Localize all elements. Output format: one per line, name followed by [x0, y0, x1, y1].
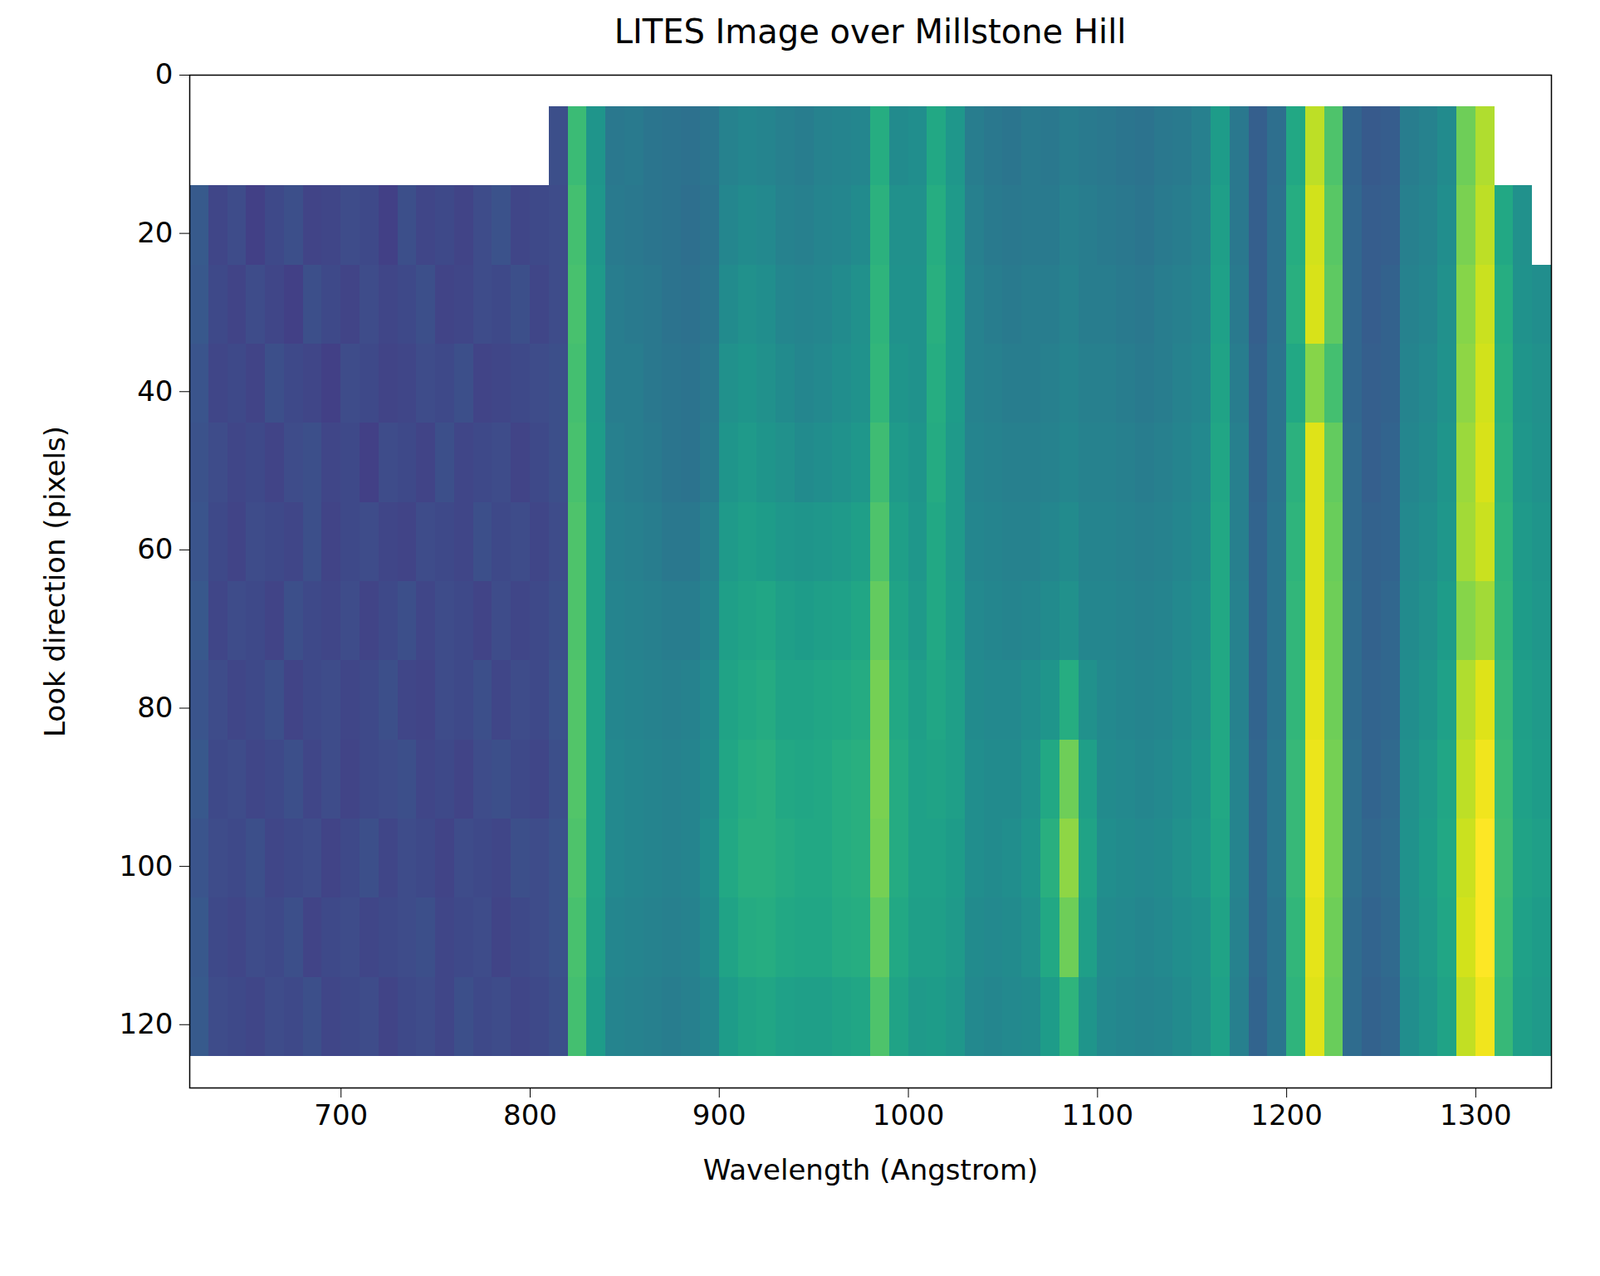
html-text:LITES Image over Millstone Hil: LITES Image over Millstone Hill	[614, 12, 1127, 51]
svg-text:60: 60	[137, 532, 173, 566]
svg-text:40: 40	[137, 374, 173, 408]
svg-text:1300: 1300	[1439, 1098, 1512, 1132]
svg-text:120: 120	[119, 1007, 174, 1041]
svg-text:20: 20	[137, 215, 173, 250]
svg-text:900: 900	[692, 1098, 747, 1132]
svg-text:1200: 1200	[1250, 1098, 1323, 1132]
svg-text:800: 800	[503, 1098, 558, 1132]
svg-text:0: 0	[155, 58, 174, 91]
svg-text:700: 700	[313, 1098, 368, 1132]
svg-text:1100: 1100	[1061, 1098, 1135, 1132]
svg-text:80: 80	[137, 690, 173, 725]
svg-text:Wavelength (Angstrom): Wavelength (Angstrom)	[703, 1153, 1039, 1187]
svg-text:1000: 1000	[872, 1098, 945, 1132]
svg-text:Look direction (pixels): Look direction (pixels)	[38, 425, 72, 738]
svg-text:100: 100	[119, 849, 174, 883]
